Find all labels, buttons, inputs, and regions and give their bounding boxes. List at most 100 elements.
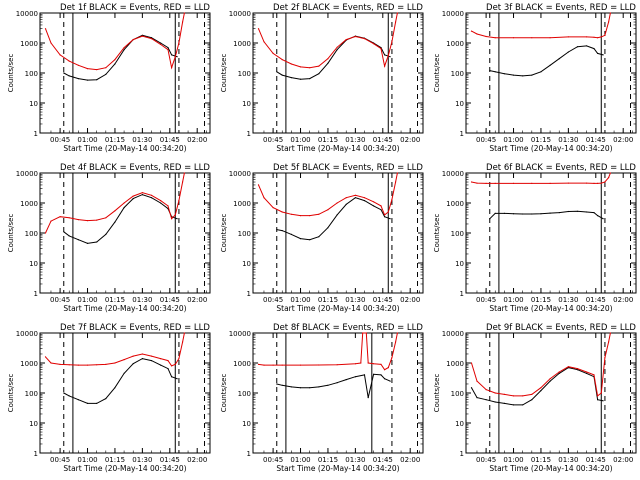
y-tick-label: 10000	[229, 330, 251, 338]
y-tick-label: 10000	[442, 170, 464, 178]
data-point-events	[327, 227, 329, 229]
data-point-events	[290, 386, 292, 388]
data-point-lld	[183, 332, 185, 334]
y-tick-label: 10	[242, 100, 251, 108]
x-tick-label: 01:30	[558, 136, 578, 144]
series-line-events	[63, 34, 178, 81]
data-point-lld	[373, 43, 375, 45]
series-line-lld	[258, 12, 398, 69]
data-point-lld	[77, 64, 79, 66]
data-point-events	[531, 399, 533, 401]
data-point-lld	[336, 202, 338, 204]
x-tick-label: 00:45	[476, 296, 496, 304]
data-point-lld	[476, 380, 478, 382]
data-point-lld	[576, 368, 579, 370]
data-point-events	[576, 210, 579, 212]
data-point-events	[470, 387, 473, 389]
data-point-lld	[345, 197, 347, 199]
y-tick-label: 10000	[229, 10, 251, 18]
data-point-lld	[178, 42, 180, 44]
data-point-lld	[171, 218, 173, 220]
series-line-events	[489, 210, 604, 220]
y-tick-label: 10	[29, 420, 38, 428]
data-point-events	[354, 376, 356, 378]
data-point-events	[176, 56, 178, 58]
data-point-events	[276, 383, 278, 385]
series-line-events	[63, 194, 178, 244]
series-line-lld	[45, 332, 185, 367]
data-point-lld	[263, 364, 265, 366]
data-point-events	[77, 239, 79, 241]
data-point-lld	[354, 363, 356, 365]
data-point-lld	[257, 184, 260, 186]
data-point-events	[522, 213, 524, 215]
data-point-lld	[470, 181, 473, 183]
data-point-lld	[68, 217, 70, 219]
y-tick-label: 10	[29, 100, 38, 108]
y-tick-label: 1	[247, 130, 251, 138]
y-tick-label: 100	[451, 390, 464, 398]
data-point-events	[512, 404, 515, 406]
data-point-events	[489, 218, 491, 220]
data-point-events	[549, 64, 551, 66]
x-tick-label: 01:30	[132, 296, 152, 304]
data-point-events	[150, 197, 153, 199]
data-point-lld	[367, 362, 369, 364]
data-point-events	[586, 211, 588, 213]
x-axis-label: Start Time (20-May-14 00:34:20)	[63, 144, 186, 153]
data-point-lld	[96, 364, 98, 366]
data-point-lld	[167, 49, 169, 51]
series-line-lld	[258, 172, 398, 217]
data-point-events	[123, 207, 125, 209]
y-tick-label: 10	[455, 420, 464, 428]
plot-frame	[252, 172, 424, 294]
data-point-lld	[384, 65, 386, 67]
x-tick-label: 01:30	[558, 296, 578, 304]
data-point-lld	[281, 211, 283, 213]
data-point-lld	[123, 47, 125, 49]
x-tick-label: 00:45	[263, 136, 283, 144]
y-axis-label: Counts/sec	[7, 374, 15, 413]
data-point-events	[540, 390, 542, 392]
data-point-events	[309, 387, 311, 389]
data-point-lld	[96, 219, 98, 221]
data-point-lld	[597, 395, 599, 397]
data-point-lld	[257, 28, 260, 30]
x-tick-label: 01:15	[318, 136, 338, 144]
data-point-events	[96, 402, 98, 404]
x-tick-label: 01:45	[160, 296, 180, 304]
data-point-events	[503, 73, 505, 75]
y-tick-label: 100	[25, 390, 38, 398]
data-point-lld	[171, 67, 173, 69]
data-point-lld	[586, 371, 588, 373]
y-tick-label: 100	[238, 70, 251, 78]
data-point-lld	[318, 65, 320, 67]
data-point-events	[522, 404, 524, 406]
data-point-events	[367, 397, 369, 399]
panel-4: Det 4f BLACK = Events, RED = LLD 1 10 100 10…	[7, 163, 211, 313]
data-point-lld	[604, 181, 606, 183]
data-point-events	[114, 63, 116, 65]
data-point-lld	[391, 357, 393, 359]
data-point-events	[167, 368, 169, 370]
data-point-events	[86, 242, 89, 244]
data-point-events	[384, 378, 386, 380]
data-point-lld	[44, 232, 47, 234]
data-point-lld	[608, 341, 610, 343]
data-point-events	[123, 372, 125, 374]
panel-9: Det 9f BLACK = Events, RED = LLD 1 10 100 10…	[433, 323, 637, 473]
y-tick-label: 1	[460, 130, 464, 138]
data-point-lld	[141, 353, 143, 355]
data-point-lld	[50, 362, 52, 364]
x-tick-label: 02:00	[613, 456, 633, 464]
data-point-events	[558, 58, 560, 60]
data-point-lld	[50, 42, 52, 44]
data-point-events	[540, 213, 542, 215]
data-point-events	[489, 70, 491, 72]
data-point-events	[281, 230, 283, 232]
data-point-lld	[77, 364, 79, 366]
data-point-lld	[299, 66, 302, 68]
data-point-lld	[174, 56, 176, 58]
x-axis-label: Start Time (20-May-14 00:34:20)	[63, 304, 186, 313]
y-tick-label: 100	[238, 390, 251, 398]
